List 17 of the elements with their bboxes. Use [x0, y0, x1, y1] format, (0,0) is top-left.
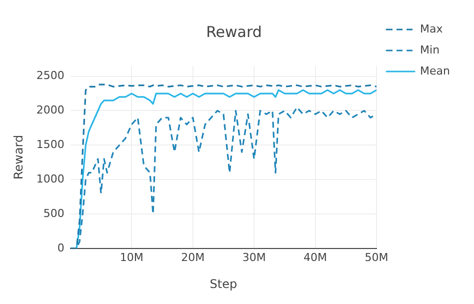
y-tick-label: 500	[43, 206, 64, 220]
legend-label: Mean	[420, 64, 450, 78]
chart-title: Reward	[206, 22, 262, 41]
legend-label: Max	[420, 22, 444, 36]
x-tick-label: 30M	[242, 250, 266, 264]
y-tick-label: 1500	[36, 138, 64, 152]
y-tick-label: 2500	[36, 69, 64, 82]
legend-label: Min	[420, 43, 440, 56]
y-tick-label: 0	[57, 241, 64, 254]
x-tick-label: 20M	[181, 250, 205, 264]
y-axis-title: Reward	[11, 134, 26, 180]
x-axis-title: Step	[210, 276, 238, 291]
y-tick-label: 2000	[36, 104, 64, 117]
y-tick-label: 1000	[36, 172, 64, 186]
x-tick-label: 40M	[304, 250, 328, 264]
x-tick-label: 50M	[364, 250, 388, 264]
x-tick-label: 10M	[120, 250, 144, 264]
